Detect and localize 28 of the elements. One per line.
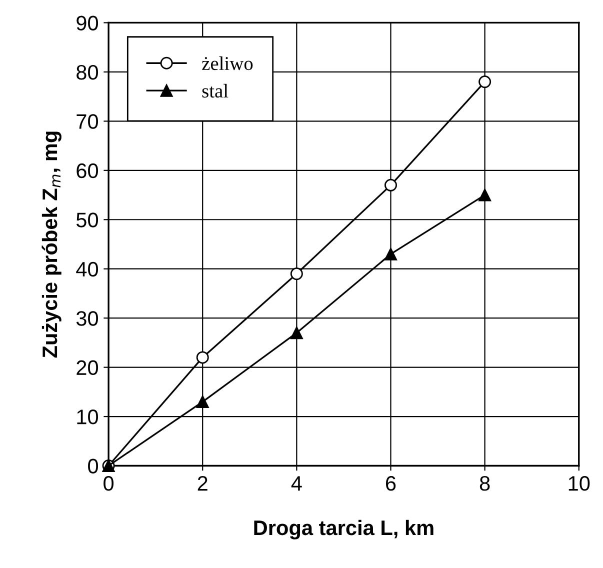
x-tick-label: 2 [198,476,208,491]
y-tick-label: 10 [77,410,98,424]
legend-label: stal [202,84,228,98]
y-tick-label: 90 [76,16,98,30]
x-tick-label: 10 [568,476,590,491]
x-tick-label: 6 [386,476,396,491]
y-tick-label: 30 [76,311,98,326]
y-tick-label: 80 [76,64,98,80]
y-tick-label: 0 [88,458,98,474]
point [478,76,492,88]
y-tick-label: 50 [76,212,98,228]
point [478,188,492,202]
point [384,178,397,192]
point [384,248,397,260]
y-tick-label: 20 [76,360,98,376]
point [196,396,209,408]
x-axis-title: Droga tarcia L, km [254,520,434,540]
y-tick-label: 60 [76,163,98,178]
x-tick-label: 8 [480,476,490,491]
legend-label: żeliwo [202,56,253,70]
y-tick-label: 70 [76,114,98,129]
x-tick-label: 0 [104,476,114,491]
point [290,326,303,340]
y-axis-title: Zużycie próbek Z$_{m}$, mg [42,132,62,358]
y-tick-label: 40 [76,262,98,277]
point [196,351,209,364]
x-tick-label: 4 [291,476,302,491]
point [290,268,303,280]
